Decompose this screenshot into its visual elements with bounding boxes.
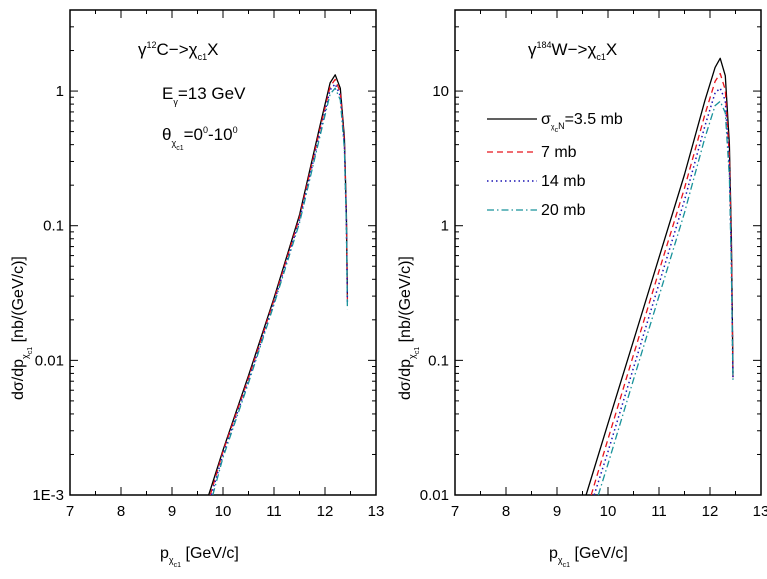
y-tick-label: 1 bbox=[56, 83, 64, 100]
y-tick-label: 10 bbox=[432, 83, 449, 100]
series-right bbox=[585, 57, 734, 496]
series-line-solid bbox=[585, 57, 734, 496]
x-tick-label: 9 bbox=[553, 503, 561, 520]
y-tick-label: 0.1 bbox=[43, 218, 64, 235]
y-tick-label: 1E-3 bbox=[32, 487, 64, 504]
reaction-label-left: γ12C−>χc1X bbox=[138, 40, 218, 62]
x-tick-label: 8 bbox=[502, 503, 510, 520]
angle-label: θχc1=00-100 bbox=[162, 125, 238, 152]
ticks-right: 7 8 9 10 11 12 13 0.01 0.1 1 10 bbox=[420, 9, 767, 520]
x-tick-label: 11 bbox=[266, 503, 282, 520]
legend-label-14mb: 14 mb bbox=[541, 173, 586, 190]
y-tick-label: 0.1 bbox=[428, 352, 449, 369]
legend-label-3p5mb: σχcN=3.5 mb bbox=[541, 111, 623, 134]
x-axis-label-left: pχc1 [GeV/c] bbox=[160, 545, 239, 569]
series-line-dotted bbox=[593, 87, 734, 496]
x-tick-label: 10 bbox=[600, 503, 617, 520]
legend-label-7mb: 7 mb bbox=[541, 144, 577, 161]
legend: σχcN=3.5 mb 7 mb 14 mb 20 mb bbox=[487, 111, 623, 219]
x-tick-label: 11 bbox=[651, 503, 667, 520]
y-tick-label: 0.01 bbox=[420, 487, 449, 504]
legend-label-20mb: 20 mb bbox=[541, 202, 586, 219]
series-line-dashdot bbox=[212, 87, 349, 496]
x-tick-label: 12 bbox=[317, 503, 334, 520]
x-tick-label: 9 bbox=[168, 503, 176, 520]
series-line-dashdot bbox=[597, 100, 734, 496]
ticks-left: 7 8 9 10 11 12 13 1E-3 0.01 0.1 1 bbox=[32, 9, 385, 520]
reaction-label-right: γ184W−>χc1X bbox=[528, 40, 617, 62]
x-tick-label: 7 bbox=[451, 503, 459, 520]
y-tick-label: 1 bbox=[441, 218, 449, 235]
x-tick-label: 10 bbox=[215, 503, 232, 520]
y-axis-label-right: dσ/dpχc1 [nb/(GeV/c)] bbox=[397, 256, 421, 400]
y-tick-label: 0.01 bbox=[35, 352, 64, 369]
energy-label: Eγ=13 GeV bbox=[162, 84, 246, 107]
y-axis-label-left: dσ/dpχc1 [nb/(GeV/c)] bbox=[10, 256, 34, 400]
panel-right: 7 8 9 10 11 12 13 0.01 0.1 1 10 γ184W−>χc1X σχcN=3… bbox=[397, 9, 767, 569]
x-tick-label: 8 bbox=[117, 503, 125, 520]
x-tick-label: 12 bbox=[702, 503, 719, 520]
x-tick-label: 13 bbox=[753, 503, 767, 520]
series-left bbox=[208, 74, 349, 496]
x-tick-label: 13 bbox=[368, 503, 385, 520]
x-tick-label: 7 bbox=[66, 503, 74, 520]
x-axis-label-right: pχc1 [GeV/c] bbox=[549, 545, 628, 569]
panel-left: 7 8 9 10 11 12 13 1E-3 0.01 0.1 1 γ12C−>χc1X Eγ=13… bbox=[10, 9, 385, 569]
